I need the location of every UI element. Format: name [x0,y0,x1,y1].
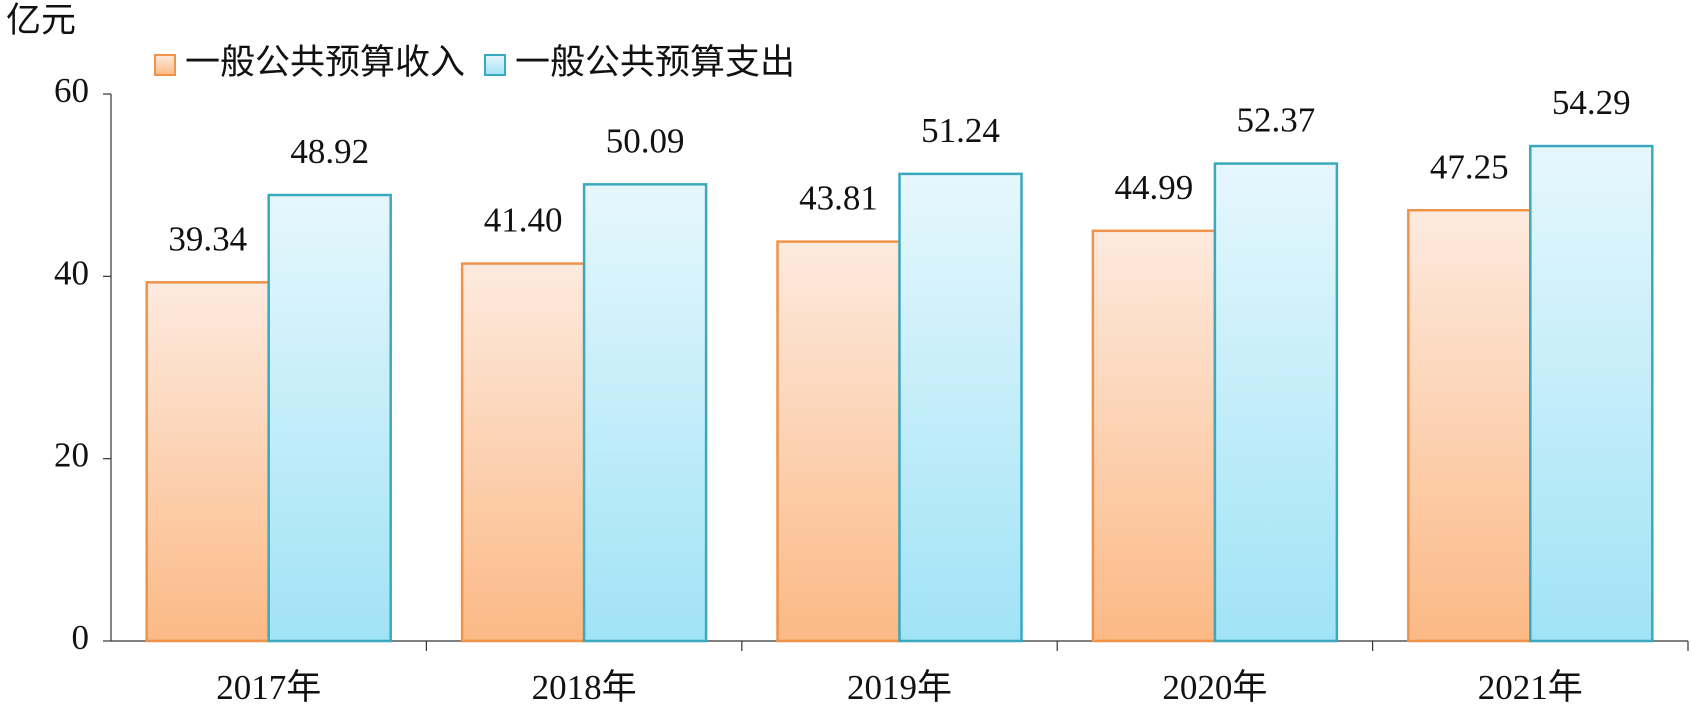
y-tick-label: 60 [54,71,89,110]
bar [898,172,1023,643]
legend-swatch [484,54,507,76]
bar [145,281,270,643]
value-label: 43.81 [799,179,878,218]
y-tick-label: 0 [72,618,90,657]
bar [460,262,586,643]
x-tick-label: 2018年 [532,668,637,707]
bar [1407,208,1532,643]
y-tick-label: 40 [54,253,89,292]
x-tick-label: 2019年 [847,668,952,707]
value-label: 48.92 [290,132,369,171]
legend-swatch [154,54,176,76]
value-label: 50.09 [606,121,685,160]
value-label: 51.24 [921,111,1000,150]
value-label: 39.34 [168,219,247,258]
bar [1213,162,1339,643]
value-label: 47.25 [1430,147,1509,186]
legend-label: 一般公共预算支出 [515,43,795,82]
y-tick-label: 20 [54,436,89,475]
bar [582,183,708,643]
value-label: 54.29 [1552,83,1631,122]
value-label: 41.40 [484,201,563,240]
x-tick-label: 2021年 [1478,668,1583,707]
x-tick-label: 2020年 [1162,668,1267,707]
value-label: 52.37 [1237,101,1316,140]
bar [1091,229,1217,643]
legend-label: 一般公共预算收入 [185,43,465,82]
bar [1529,144,1654,643]
y-axis-label: 亿元 [6,1,76,40]
bar [776,240,901,643]
value-label: 44.99 [1115,168,1194,207]
x-tick-label: 2017年 [216,668,321,707]
bar [267,193,392,643]
